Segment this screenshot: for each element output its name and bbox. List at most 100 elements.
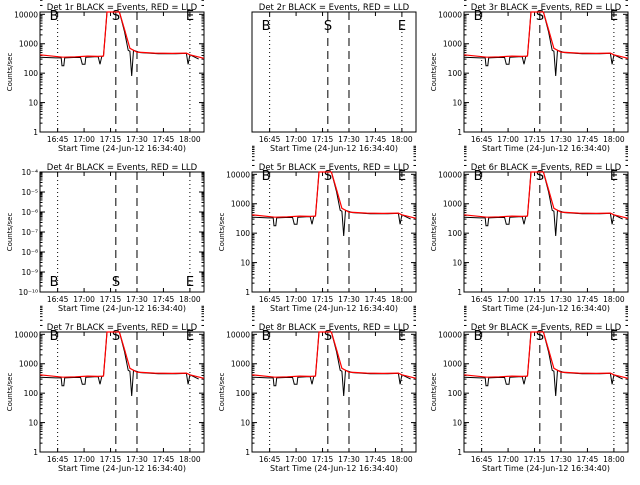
interval-marker-s: S	[324, 19, 332, 34]
interval-marker-b: B	[262, 329, 271, 344]
x-axis-label: Start Time (24-Jun-12 16:34:40)	[270, 464, 398, 473]
x-tick-label: 17:00	[285, 135, 307, 144]
x-tick-label: 17:30	[126, 455, 148, 464]
x-tick-label: 18:00	[603, 295, 625, 304]
x-tick-label: 18:00	[603, 135, 625, 144]
y-tick-label: 100	[236, 229, 251, 238]
y-tick-label: 100	[448, 389, 463, 398]
interval-marker-e: E	[186, 275, 194, 290]
x-tick-label: 17:15	[312, 295, 334, 304]
y-tick-label: 10	[240, 259, 250, 268]
plot-frame	[39, 331, 205, 453]
y-tick-label: 10⁻⁵	[21, 188, 38, 197]
x-tick-label: 16:45	[471, 295, 493, 304]
y-tick-label: 1	[457, 448, 462, 457]
interval-marker-e: E	[610, 169, 618, 184]
interval-marker-b: B	[50, 329, 59, 344]
x-tick-label: 16:45	[259, 135, 281, 144]
y-tick-label: 10⁻⁸	[21, 248, 38, 257]
y-tick-label: 10⁻⁹	[21, 268, 38, 277]
plot-frame	[463, 11, 629, 133]
plot-frame	[463, 171, 629, 293]
interval-marker-b: B	[474, 329, 483, 344]
interval-marker-b: B	[50, 275, 59, 290]
y-tick-label: 1000	[19, 40, 38, 49]
y-tick-label: 10	[240, 419, 250, 428]
x-tick-label: 18:00	[179, 135, 201, 144]
x-tick-label: 17:30	[338, 135, 360, 144]
interval-marker-s: S	[536, 169, 544, 184]
y-tick-label: 10⁻⁶	[21, 208, 38, 217]
y-tick-label: 10⁻⁴	[21, 168, 38, 177]
x-tick-label: 16:45	[471, 135, 493, 144]
panel-title: Det 5r BLACK = Events, RED = LLD	[259, 163, 410, 173]
x-tick-label: 18:00	[391, 455, 413, 464]
y-tick-label: 1	[245, 448, 250, 457]
y-tick-label: 10000	[226, 330, 250, 339]
x-tick-label: 17:00	[497, 455, 519, 464]
y-axis-label: Counts/sec	[430, 53, 438, 92]
y-tick-label: 1	[245, 288, 250, 297]
x-tick-label: 17:30	[550, 455, 572, 464]
y-tick-label: 1000	[443, 360, 462, 369]
x-tick-label: 18:00	[391, 135, 413, 144]
x-axis-label: Start Time (24-Jun-12 16:34:40)	[482, 464, 610, 473]
y-tick-label: 1000	[19, 360, 38, 369]
lld-series-line	[251, 171, 417, 219]
x-tick-label: 16:45	[259, 455, 281, 464]
y-axis-label: Counts/sec	[6, 373, 14, 412]
x-tick-label: 17:45	[365, 295, 387, 304]
x-axis-label: Start Time (24-Jun-12 16:34:40)	[270, 144, 398, 153]
panel-title: Det 4r BLACK = Events, RED = LLD	[47, 163, 198, 173]
y-tick-label: 1000	[231, 360, 250, 369]
y-tick-label: 1000	[443, 40, 462, 49]
lld-series-line	[463, 171, 629, 219]
x-tick-label: 18:00	[179, 295, 201, 304]
x-tick-label: 17:30	[338, 455, 360, 464]
y-tick-label: 10000	[438, 330, 462, 339]
x-tick-label: 17:00	[73, 295, 95, 304]
y-tick-label: 10000	[14, 10, 38, 19]
interval-marker-s: S	[536, 329, 544, 344]
x-tick-label: 17:15	[100, 135, 122, 144]
x-tick-label: 17:45	[577, 295, 599, 304]
y-tick-label: 10⁻¹⁰	[18, 288, 38, 297]
y-tick-label: 1000	[443, 200, 462, 209]
lld-series-line	[463, 331, 629, 379]
x-tick-label: 17:30	[338, 295, 360, 304]
x-tick-label: 16:45	[47, 135, 69, 144]
y-axis-label: Counts/sec	[6, 53, 14, 92]
interval-marker-b: B	[262, 169, 271, 184]
panel-title: Det 7r BLACK = Events, RED = LLD	[47, 323, 198, 333]
y-tick-label: 1000	[231, 200, 250, 209]
x-tick-label: 17:30	[550, 135, 572, 144]
y-axis-label: Counts/sec	[6, 213, 14, 252]
y-axis-label: Counts/sec	[218, 213, 226, 252]
x-tick-label: 17:45	[153, 295, 175, 304]
x-tick-label: 17:30	[550, 295, 572, 304]
interval-marker-e: E	[186, 329, 194, 344]
x-tick-label: 17:45	[153, 135, 175, 144]
x-tick-label: 17:45	[365, 135, 387, 144]
panel-title: Det 2r BLACK = Events, RED = LLD	[259, 3, 410, 13]
x-tick-label: 17:00	[73, 455, 95, 464]
x-tick-label: 16:45	[47, 295, 69, 304]
y-tick-label: 100	[24, 69, 39, 78]
x-tick-label: 17:45	[153, 455, 175, 464]
detector-panel-4: Det 4r BLACK = Events, RED = LLD B S E 16:45…	[6, 163, 205, 313]
panel-title: Det 3r BLACK = Events, RED = LLD	[471, 3, 622, 13]
interval-marker-e: E	[398, 19, 406, 34]
interval-marker-s: S	[324, 329, 332, 344]
interval-marker-e: E	[610, 9, 618, 24]
x-tick-label: 17:00	[497, 135, 519, 144]
y-tick-label: 10	[452, 99, 462, 108]
interval-marker-e: E	[398, 169, 406, 184]
lld-series-line	[39, 331, 205, 379]
interval-marker-b: B	[474, 9, 483, 24]
y-tick-label: 10	[452, 419, 462, 428]
